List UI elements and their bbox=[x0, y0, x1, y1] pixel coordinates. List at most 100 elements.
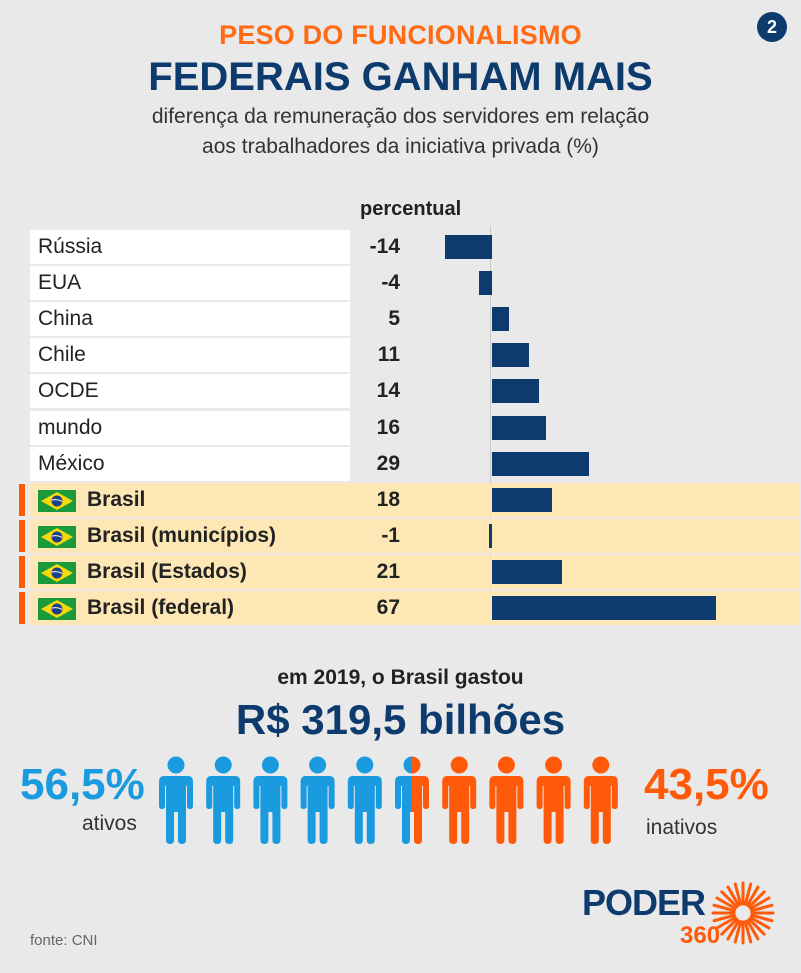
logo-number: 360 bbox=[680, 922, 721, 949]
sun-ray bbox=[747, 890, 766, 909]
page-badge: 2 bbox=[757, 12, 787, 42]
person-icon bbox=[583, 756, 618, 844]
brazil-flag-icon bbox=[38, 598, 76, 620]
value-label: -4 bbox=[381, 271, 400, 295]
chart-title: FEDERAIS GANHAM MAIS bbox=[148, 55, 653, 99]
subtitle-line-2: aos trabalhadores da iniciativa privada … bbox=[202, 135, 599, 158]
bar bbox=[478, 271, 492, 296]
value-label: 11 bbox=[377, 343, 400, 367]
sun-ray bbox=[726, 919, 740, 941]
person-icon bbox=[347, 756, 382, 844]
person-icon bbox=[536, 756, 571, 844]
spending-caption: em 2019, o Brasil gastou bbox=[277, 666, 524, 689]
row-background bbox=[30, 482, 800, 517]
row-background bbox=[30, 302, 350, 337]
spending-value: R$ 319,5 bilhões bbox=[235, 696, 566, 743]
sun-ray bbox=[733, 882, 743, 906]
sun-ray bbox=[726, 885, 740, 907]
zero-axis-line bbox=[490, 226, 491, 624]
category-label: Brasil (Estados) bbox=[87, 559, 247, 583]
value-label: 18 bbox=[376, 487, 400, 511]
bar-row: mundo 16 bbox=[0, 410, 801, 445]
sun-ray bbox=[733, 920, 743, 944]
value-label: -14 bbox=[369, 235, 400, 258]
category-label: Brasil (federal) bbox=[87, 596, 235, 619]
bar bbox=[492, 487, 553, 512]
category-label: Brasil bbox=[87, 487, 146, 511]
highlight-marker bbox=[19, 592, 25, 624]
highlight-marker bbox=[19, 519, 25, 552]
brazil-flag-icon bbox=[38, 561, 76, 584]
category-label: Chile bbox=[38, 343, 86, 367]
bar bbox=[445, 235, 492, 259]
row-background bbox=[30, 374, 350, 409]
active-label: ativos bbox=[82, 812, 137, 835]
sun-ray bbox=[712, 903, 736, 913]
bar-row: OCDE 14 bbox=[0, 374, 801, 409]
sun-ray bbox=[747, 917, 766, 936]
value-label: 67 bbox=[376, 596, 400, 619]
bar bbox=[492, 559, 563, 584]
kicker: PESO DO FUNCIONALISMO bbox=[219, 20, 582, 50]
category-label: México bbox=[38, 451, 105, 475]
row-background bbox=[30, 446, 350, 481]
bar-row: EUA -4 bbox=[0, 266, 801, 301]
bar bbox=[488, 523, 492, 548]
bar bbox=[492, 596, 717, 620]
bar-row: Brasil (federal) 67 bbox=[0, 591, 801, 625]
sun-ray bbox=[715, 916, 737, 930]
person-icon bbox=[253, 756, 288, 844]
highlight-marker bbox=[19, 483, 25, 516]
sunburst-icon bbox=[711, 881, 775, 945]
category-label: Brasil (municípios) bbox=[87, 523, 277, 547]
bar-row: Brasil (municípios) -1 bbox=[0, 518, 801, 553]
person-icon bbox=[159, 756, 193, 844]
value-label: 29 bbox=[376, 451, 400, 475]
person-icon bbox=[489, 756, 524, 844]
bar-row: Brasil (Estados) 21 bbox=[0, 554, 801, 589]
sun-ray bbox=[743, 882, 753, 906]
inactive-label: inativos bbox=[646, 816, 718, 839]
sun-ray bbox=[715, 896, 737, 910]
bar-row: Chile 11 bbox=[0, 338, 801, 373]
row-background bbox=[30, 410, 350, 445]
bar-row: China 5 bbox=[0, 302, 801, 337]
sun-ray bbox=[749, 896, 771, 910]
source-note: fonte: CNI bbox=[30, 932, 98, 949]
category-label: EUA bbox=[38, 271, 82, 295]
active-percentage: 56,5% bbox=[20, 760, 145, 809]
person-icon bbox=[206, 756, 241, 844]
person-icon bbox=[300, 756, 335, 844]
person-icon bbox=[395, 756, 429, 844]
sun-ray bbox=[746, 919, 760, 941]
sun-ray bbox=[720, 890, 739, 909]
poder360-logo: PODER 360 bbox=[582, 878, 782, 958]
bar-row: México 29 bbox=[0, 446, 801, 481]
people-pictogram bbox=[159, 756, 618, 844]
category-label: mundo bbox=[38, 415, 103, 439]
sun-ray bbox=[750, 913, 774, 923]
inactive-percentage: 43,5% bbox=[644, 760, 769, 809]
bar bbox=[492, 415, 546, 440]
logo-word: PODER bbox=[582, 882, 706, 923]
category-label: Rússia bbox=[38, 235, 103, 258]
bar-row: Brasil 18 bbox=[0, 482, 801, 517]
sun-ray bbox=[750, 903, 774, 913]
value-label: 21 bbox=[376, 559, 400, 583]
value-label: -1 bbox=[381, 523, 400, 547]
bar bbox=[492, 379, 539, 404]
highlight-marker bbox=[19, 555, 25, 588]
chart-subtitle: diferença da remuneração dos servidores … bbox=[80, 102, 721, 162]
category-label: OCDE bbox=[38, 379, 99, 403]
value-label: 5 bbox=[388, 307, 400, 331]
value-label: 16 bbox=[376, 415, 400, 439]
row-background bbox=[30, 554, 800, 589]
bar bbox=[492, 343, 529, 368]
person-icon bbox=[442, 756, 477, 844]
subtitle-line-1: diferença da remuneração dos servidores … bbox=[151, 105, 650, 128]
sun-ray bbox=[746, 885, 760, 907]
sun-ray bbox=[743, 920, 753, 944]
column-header: percentual bbox=[360, 198, 462, 220]
value-label: 14 bbox=[376, 379, 400, 403]
sun-ray bbox=[720, 917, 739, 936]
